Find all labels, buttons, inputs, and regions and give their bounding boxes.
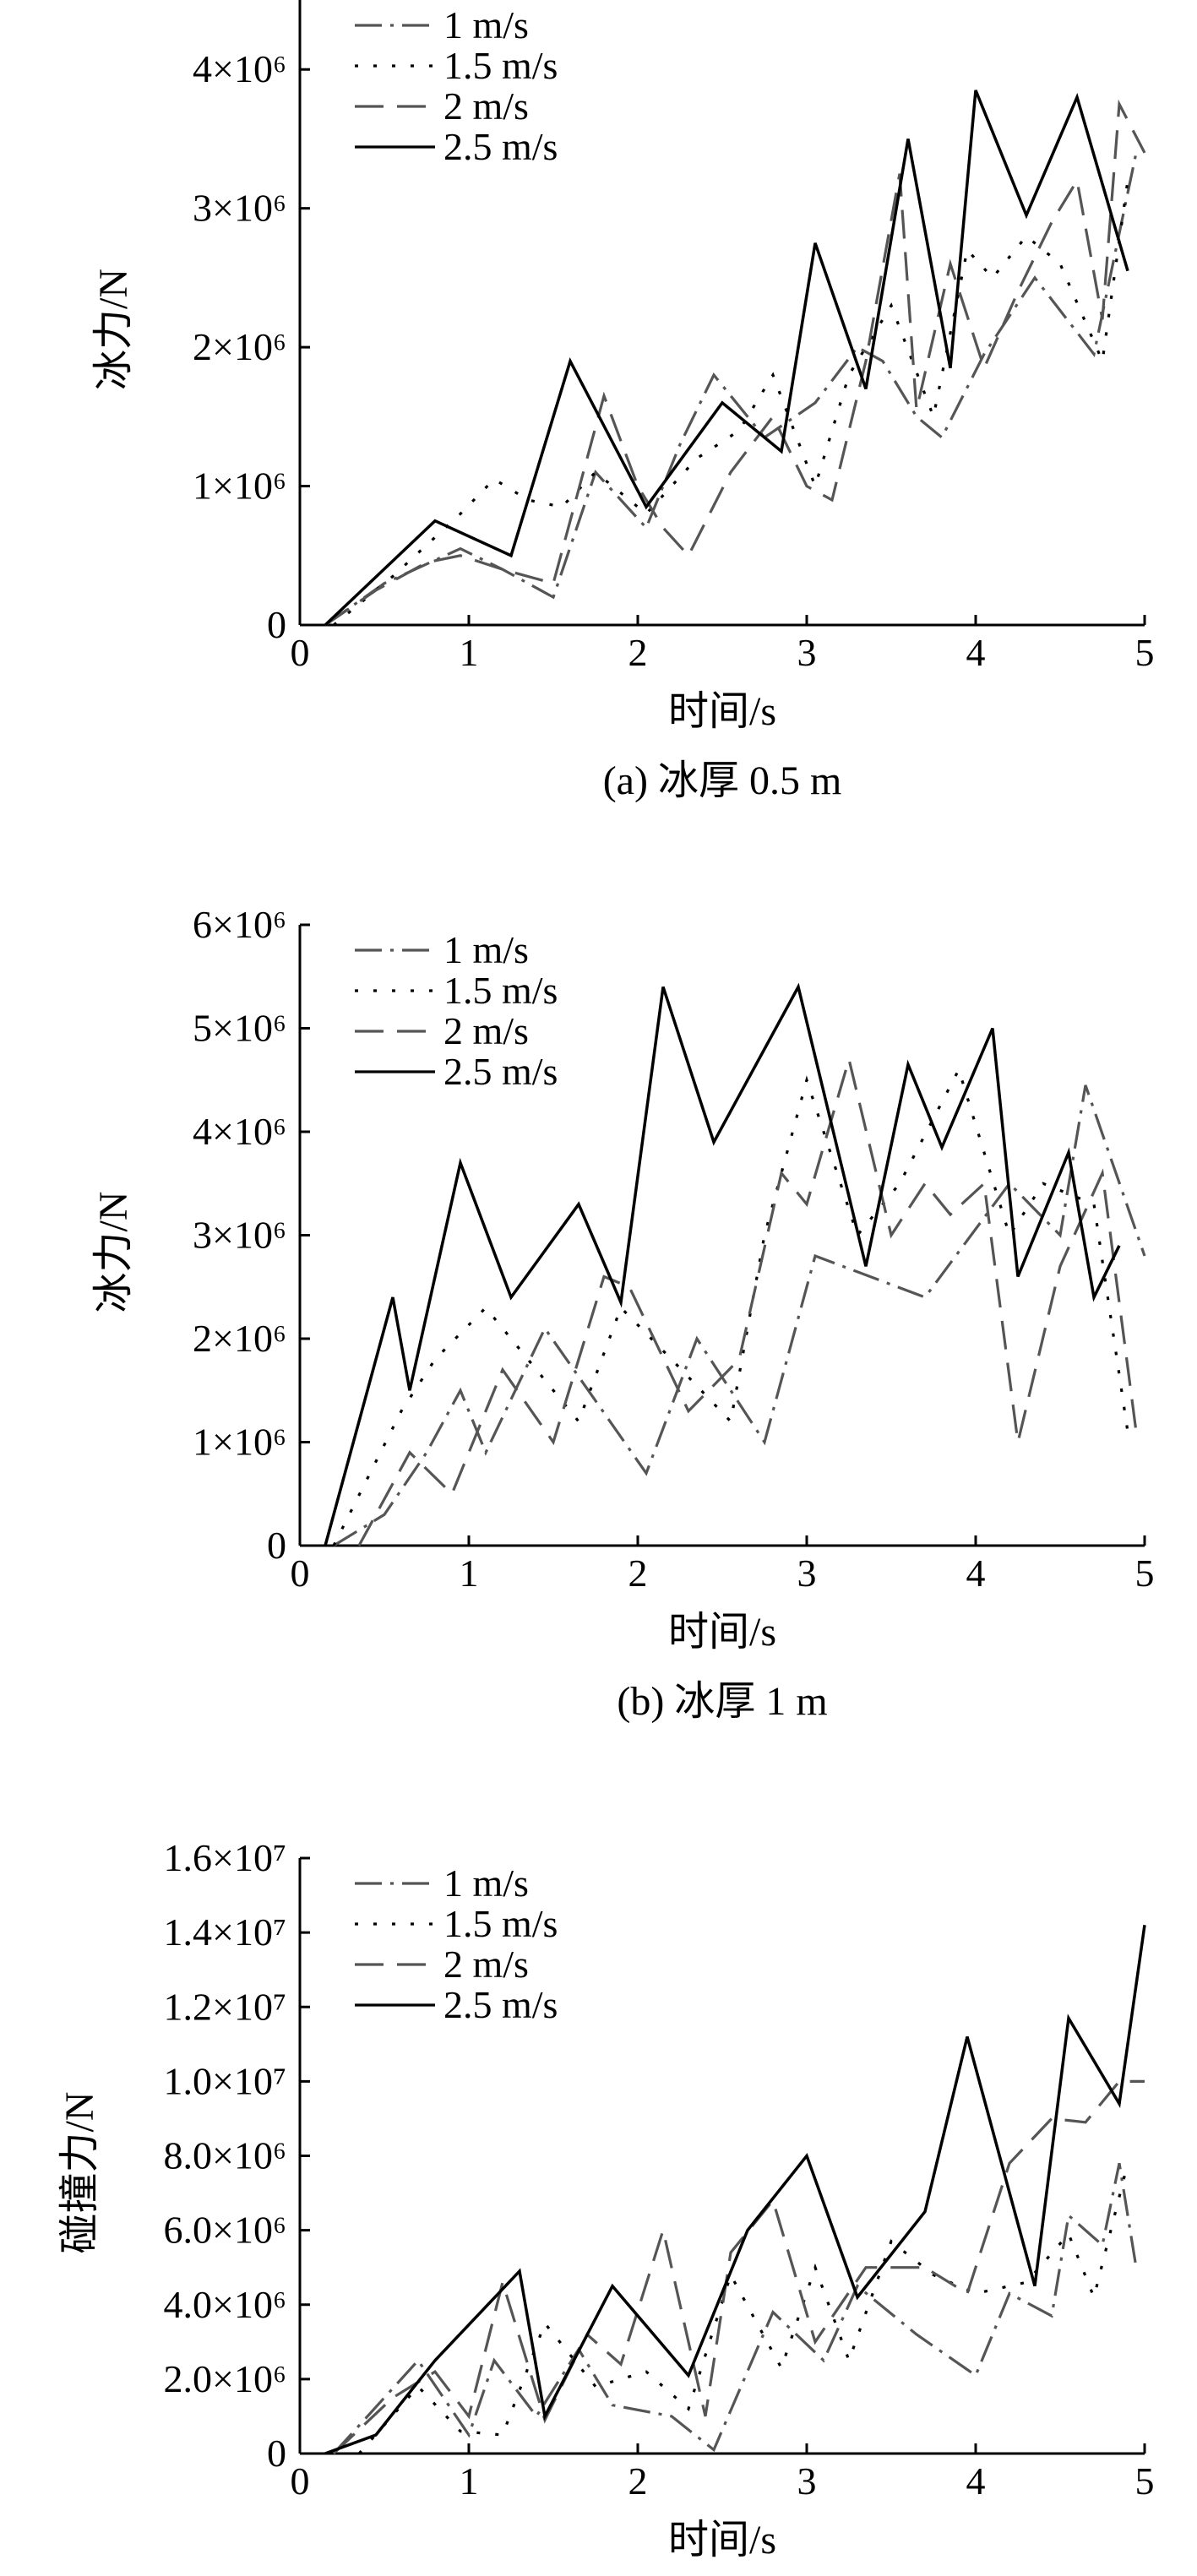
series-line-1: [332, 2162, 1138, 2455]
series-line-3: [332, 2079, 1145, 2455]
y-tick-label: 1×10⁶: [193, 1421, 286, 1464]
chart-caption: (b) 冰厚 1 m: [617, 1679, 827, 1724]
y-tick-label: 6×10⁶: [193, 903, 286, 946]
y-tick-label: 0: [267, 603, 286, 646]
x-tick-label: 3: [797, 1552, 817, 1595]
x-tick-label: 2: [628, 2459, 648, 2503]
legend-label: 2.5 m/s: [443, 125, 558, 168]
y-tick-label: 1.4×10⁷: [164, 1910, 286, 1954]
series-line-2: [332, 180, 1129, 627]
series-line-1: [333, 1084, 1146, 1547]
x-tick-label: 1: [460, 2459, 479, 2503]
x-tick-label: 3: [797, 2459, 817, 2503]
legend-label: 2.5 m/s: [443, 1050, 558, 1093]
chart-caption: (a) 冰厚 0.5 m: [603, 758, 842, 803]
y-tick-label: 3×10⁶: [193, 1214, 286, 1257]
legend-label: 2 m/s: [443, 1009, 529, 1052]
y-tick-label: 4×10⁶: [193, 1110, 286, 1153]
x-tick-label: 1: [460, 631, 479, 674]
y-tick-label: 0: [267, 2432, 286, 2475]
y-tick-label: 8.0×10⁶: [164, 2134, 286, 2177]
x-tick-label: 2: [628, 1552, 648, 1595]
legend-label: 1 m/s: [443, 3, 529, 46]
x-tick-label: 4: [966, 631, 986, 674]
x-tick-label: 4: [966, 1552, 986, 1595]
x-axis-label: 时间/s: [668, 1610, 776, 1655]
legend-label: 2 m/s: [443, 1943, 529, 1986]
x-tick-label: 5: [1135, 1552, 1155, 1595]
y-tick-label: 2×10⁶: [193, 1317, 286, 1360]
chart-panel-2: 0 1 2 3 4 5 0 1×10⁶ 2×10⁶ 3×10⁶ 4×10⁶ 5×10⁶ 6×10⁶ 时间/…: [91, 903, 1155, 1724]
legend-label: 1 m/s: [443, 1861, 529, 1905]
y-tick-label: 1.6×10⁷: [164, 1836, 286, 1879]
series-line-3: [324, 99, 1146, 627]
x-tick-label: 4: [966, 2459, 986, 2503]
x-tick-label: 0: [291, 1552, 310, 1595]
y-tick-label: 1×10⁶: [193, 465, 286, 508]
series-line-4: [324, 982, 1121, 1546]
x-axis-label: 时间/s: [668, 689, 776, 734]
y-tick-label: 6.0×10⁶: [164, 2209, 286, 2252]
y-axis-label: 冰力/N: [91, 1191, 136, 1312]
legend-label: 1.5 m/s: [443, 1902, 558, 1945]
x-tick-label: 0: [291, 631, 310, 674]
y-tick-label: 4×10⁶: [193, 47, 286, 90]
y-tick-label: 2.0×10⁶: [164, 2357, 286, 2400]
series-line-2: [332, 1066, 1129, 1546]
y-tick-label: 5×10⁶: [193, 1007, 286, 1050]
legend-label: 1.5 m/s: [443, 44, 558, 87]
series-line-3: [357, 1054, 1138, 1546]
y-tick-label: 4.0×10⁶: [164, 2283, 286, 2326]
x-tick-label: 2: [628, 631, 648, 674]
series-line-4: [324, 1925, 1146, 2455]
y-axis-label: 冰力/N: [91, 269, 136, 390]
chart-panel-1: 0 1 2 3 4 5 0 1×10⁶ 2×10⁶ 3×10⁶ 4×10⁶ 时间/s 冰力/N (a) 冰…: [91, 0, 1155, 803]
y-tick-label: 3×10⁶: [193, 187, 286, 230]
x-tick-label: 5: [1135, 631, 1155, 674]
y-axis-label: 碰撞力/N: [57, 2091, 102, 2253]
series-line-1: [324, 152, 1138, 627]
y-tick-label: 1.0×10⁷: [164, 2059, 286, 2102]
x-tick-label: 3: [797, 631, 817, 674]
x-tick-label: 0: [291, 2459, 310, 2503]
legend-label: 1.5 m/s: [443, 969, 558, 1012]
legend-label: 2.5 m/s: [443, 1983, 558, 2026]
y-tick-label: 2×10⁶: [193, 325, 286, 368]
series-line-4: [324, 90, 1129, 627]
x-tick-label: 1: [460, 1552, 479, 1595]
x-axis-label: 时间/s: [668, 2518, 776, 2562]
chart-panel-3: 0 1 2 3 4 5 0 2.0×10⁶ 4.0×10⁶ 6.0×10⁶ 8.0×10⁶ 1.0×1…: [57, 1836, 1155, 2562]
legend-label: 2 m/s: [443, 84, 529, 128]
x-tick-label: 5: [1135, 2459, 1155, 2503]
y-tick-label: 0: [267, 1524, 286, 1567]
legend-label: 1 m/s: [443, 928, 529, 971]
y-tick-label: 1.2×10⁷: [164, 1985, 286, 2028]
